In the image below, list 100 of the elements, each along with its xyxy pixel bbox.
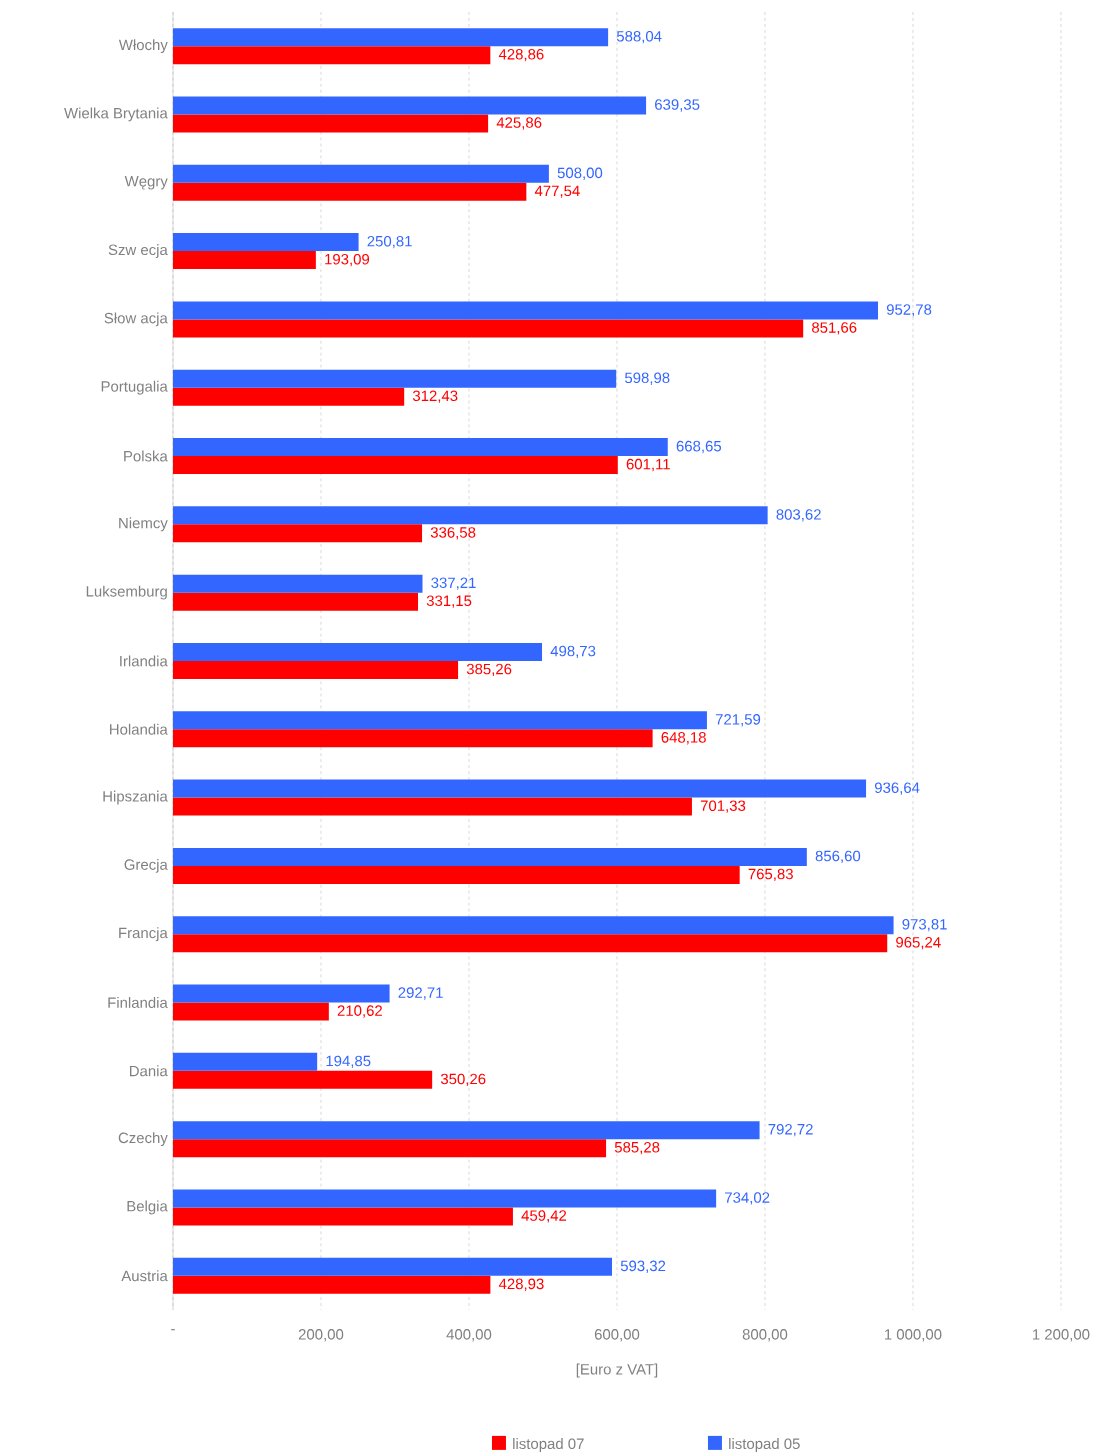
x-tick-label: 1 000,00 (885, 1329, 942, 1342)
y-tick-label: Szw ecja (108, 244, 168, 259)
y-tick-label: Polska (124, 450, 168, 462)
bar (172, 1052, 318, 1071)
bar (172, 114, 489, 133)
data-label: 292,71 (398, 987, 443, 1000)
data-label: 508,00 (557, 167, 603, 180)
bar (172, 1121, 760, 1140)
y-tick-label: Irlandia (120, 655, 168, 667)
bar (172, 233, 359, 252)
data-label: 803,62 (776, 509, 821, 522)
data-label: 856,60 (815, 850, 861, 864)
data-label: 598,98 (625, 372, 670, 385)
data-label: 312,43 (412, 390, 458, 403)
bar (172, 592, 419, 611)
data-label: 428,86 (498, 48, 544, 62)
y-tick-label: Austria (121, 1270, 168, 1282)
data-label: 588,04 (616, 30, 662, 44)
bar (172, 28, 609, 47)
legend-label: listopad 07 (513, 1438, 584, 1452)
data-label: 498,73 (550, 645, 596, 659)
bar (172, 1257, 613, 1276)
data-label: 734,02 (725, 1192, 770, 1205)
bar (172, 574, 423, 593)
bar (172, 797, 692, 816)
bar (172, 847, 807, 866)
bar (172, 301, 879, 320)
bar (172, 506, 768, 525)
data-label: 459,42 (521, 1210, 567, 1223)
y-tick-label: Dania (129, 1065, 168, 1077)
y-tick-label: Finlandia (108, 997, 168, 1008)
bar (172, 1139, 607, 1158)
y-tick-label: Czechy (118, 1132, 168, 1147)
data-label: 593,32 (620, 1260, 666, 1273)
bar (172, 1275, 491, 1294)
data-label: 952,78 (886, 304, 932, 317)
data-label: 639,35 (655, 99, 700, 112)
data-label: 668,65 (676, 440, 722, 454)
bar (172, 984, 390, 1003)
data-label: 701,33 (700, 800, 746, 813)
bar (172, 524, 423, 543)
y-tick-label: Grecja (124, 858, 168, 873)
bar (172, 1002, 329, 1021)
x-tick-label: 600,00 (594, 1329, 640, 1342)
y-tick-label: Belgia (127, 1200, 168, 1215)
y-tick-label: Portugalia (101, 380, 168, 395)
data-label: 973,81 (902, 919, 947, 932)
y-tick-label: Włochy (118, 39, 168, 54)
data-label: 350,26 (440, 1073, 486, 1086)
x-axis-title: [Euro z VAT] (576, 1363, 658, 1378)
bar (172, 164, 549, 183)
bar (172, 660, 459, 679)
bar (172, 456, 618, 475)
bar (172, 711, 707, 730)
y-tick-label: Niemcy (119, 517, 168, 532)
bar (172, 46, 491, 65)
x-tick-label: 1 200,00 (1033, 1329, 1090, 1342)
data-label: 477,54 (534, 185, 580, 198)
data-label: 331,15 (426, 595, 472, 608)
data-label: 792,72 (768, 1123, 813, 1137)
bar (172, 96, 647, 115)
data-label: 585,28 (614, 1141, 660, 1155)
bar (172, 729, 653, 748)
x-tick-label: - (171, 1329, 175, 1331)
y-tick-label: Holandia (110, 723, 168, 735)
bar (172, 1189, 717, 1208)
bar (172, 251, 316, 270)
data-label: 648,18 (661, 732, 706, 745)
bar (172, 916, 894, 935)
y-tick-label: Słow acja (104, 312, 168, 327)
data-label: 936,64 (874, 782, 920, 795)
legend-label: listopad 05 (729, 1438, 800, 1452)
data-label: 851,66 (812, 322, 857, 335)
bar (172, 438, 668, 457)
bar (172, 934, 888, 953)
y-tick-label: Luksemburg (86, 585, 167, 600)
data-label: 965,24 (896, 937, 941, 950)
y-tick-label: Francja (119, 927, 168, 942)
data-label: 601,11 (626, 458, 670, 472)
data-label: 425,86 (496, 117, 542, 130)
x-tick-label: 400,00 (446, 1329, 492, 1342)
bar (172, 319, 804, 338)
bar (172, 642, 543, 661)
y-tick-label: Węgry (124, 176, 168, 190)
bar (172, 1207, 513, 1226)
y-tick-label: Hipszania (103, 790, 168, 805)
x-tick-label: 800,00 (742, 1329, 788, 1342)
data-label: 193,09 (325, 253, 370, 267)
data-label: 336,58 (430, 527, 476, 540)
y-tick-label: Wielka Brytania (64, 107, 168, 122)
data-label: 428,93 (498, 1278, 544, 1291)
data-label: 721,59 (715, 714, 761, 727)
bar (172, 369, 617, 388)
data-label: 385,26 (466, 663, 512, 677)
data-label: 337,21 (431, 577, 476, 590)
data-label: 210,62 (337, 1005, 382, 1018)
data-label: 250,81 (367, 235, 412, 249)
bar (172, 865, 740, 884)
data-label: 765,83 (748, 868, 793, 882)
bar (172, 1070, 433, 1089)
